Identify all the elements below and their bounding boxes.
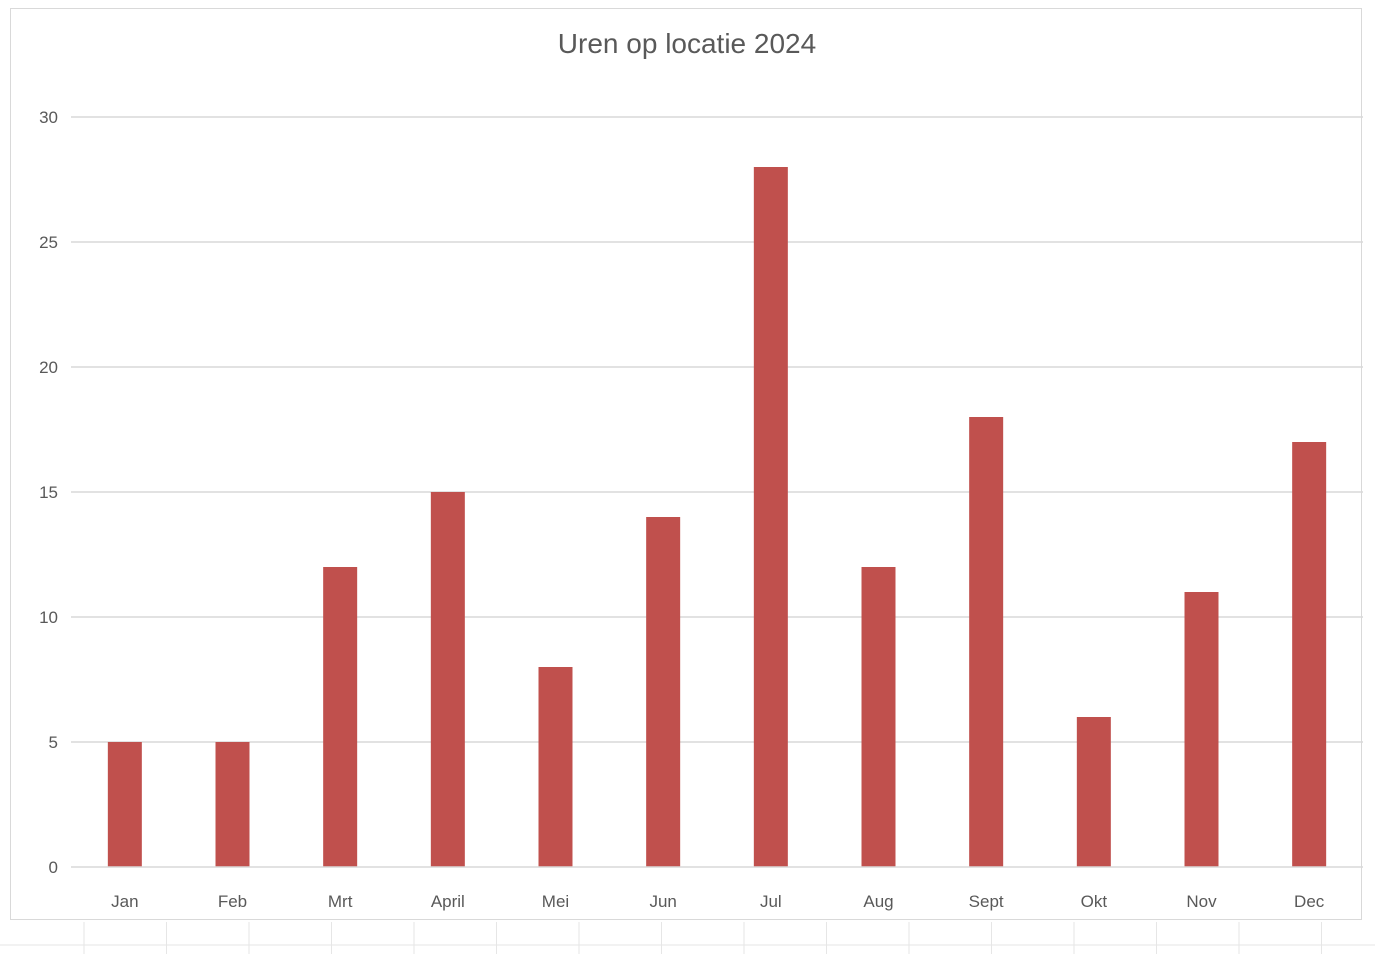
bar-april[interactable]	[430, 492, 465, 867]
y-tick-label: 20	[39, 358, 58, 377]
bar-okt[interactable]	[1076, 717, 1111, 867]
x-tick-label: Jan	[111, 892, 138, 911]
bar-sept[interactable]	[969, 417, 1004, 867]
bar-nov[interactable]	[1184, 592, 1219, 867]
x-tick-label: Jul	[760, 892, 782, 911]
y-tick-label: 15	[39, 483, 58, 502]
x-tick-label: Aug	[863, 892, 893, 911]
spreadsheet-gridlines	[0, 922, 1375, 954]
x-tick-label: Mrt	[328, 892, 353, 911]
x-tick-label: Mei	[542, 892, 569, 911]
x-tick-label: Jun	[649, 892, 676, 911]
x-tick-label: Feb	[218, 892, 247, 911]
y-tick-label: 0	[49, 858, 58, 877]
x-axis-tick-labels: Jan Feb Mrt April Mei Jun Jul Aug Sept Okt Nov Dec	[111, 892, 1325, 911]
x-tick-label: Dec	[1294, 892, 1325, 911]
y-tick-label: 5	[49, 733, 58, 752]
y-tick-label: 10	[39, 608, 58, 627]
bar-mei[interactable]	[538, 667, 573, 867]
bar-series	[107, 167, 1327, 867]
bar-jun[interactable]	[646, 517, 681, 867]
y-axis-tick-labels: 0 5 10 15 20 25 30	[39, 108, 58, 877]
y-tick-label: 25	[39, 233, 58, 252]
bar-feb[interactable]	[215, 742, 250, 867]
bar-mrt[interactable]	[323, 567, 358, 867]
bar-dec[interactable]	[1292, 442, 1327, 867]
gridlines	[71, 116, 1363, 743]
bar-aug[interactable]	[861, 567, 896, 867]
x-tick-label: April	[431, 892, 465, 911]
y-tick-label: 30	[39, 108, 58, 127]
chart-area[interactable]: Uren op locatie 2024 0 5 10 15 20 25 30 Jan Feb…	[10, 8, 1363, 920]
x-tick-label: Sept	[969, 892, 1004, 911]
chart-title: Uren op locatie 2024	[558, 28, 816, 59]
bar-jul[interactable]	[753, 167, 788, 867]
bar-jan[interactable]	[107, 742, 142, 867]
x-tick-label: Okt	[1081, 892, 1108, 911]
x-tick-label: Nov	[1186, 892, 1217, 911]
bar-chart: Uren op locatie 2024 0 5 10 15 20 25 30 Jan Feb…	[39, 28, 1363, 911]
